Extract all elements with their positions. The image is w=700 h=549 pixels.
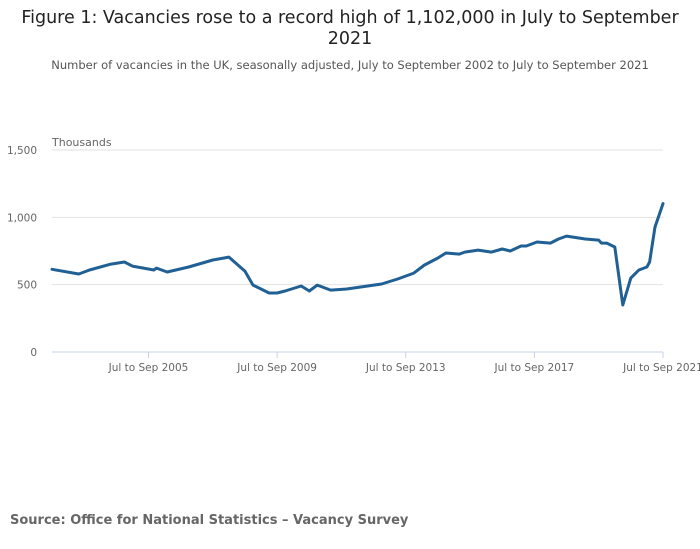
x-tick-label: Jul to Sep 2017 bbox=[494, 362, 575, 374]
x-tick-label: Jul to Sep 2005 bbox=[108, 362, 189, 374]
x-tick-label: Jul to Sep 2009 bbox=[236, 362, 317, 374]
y-tick-label: 1,000 bbox=[7, 212, 37, 224]
x-tick-label: Jul to Sep 2013 bbox=[365, 362, 446, 374]
chart-title: Figure 1: Vacancies rose to a record hig… bbox=[21, 8, 679, 49]
series-line bbox=[50, 202, 665, 307]
y-tick-label: 1,500 bbox=[7, 145, 37, 157]
y-axis-label: Thousands bbox=[51, 136, 112, 149]
chart-subtitle: Number of vacancies in the UK, seasonall… bbox=[51, 58, 649, 72]
y-tick-label: 0 bbox=[30, 347, 37, 359]
source-note: Source: Office for National Statistics –… bbox=[10, 513, 409, 528]
y-tick-label: 500 bbox=[17, 280, 37, 292]
x-tick-label: Jul to Sep 2021 bbox=[622, 362, 700, 374]
